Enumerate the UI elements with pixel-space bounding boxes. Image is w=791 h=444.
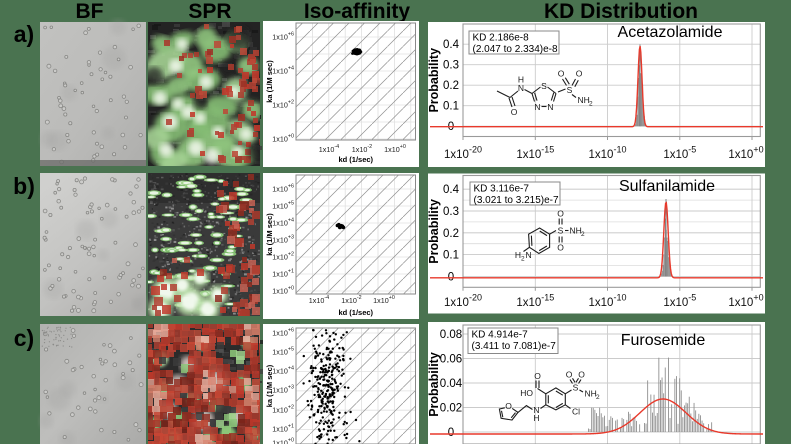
- svg-text:1x10+0: 1x10+0: [272, 438, 294, 444]
- svg-text:1x10+2: 1x10+2: [272, 405, 294, 415]
- svg-text:Cl: Cl: [572, 407, 580, 417]
- svg-text:Iso-affinity: Iso-affinity: [304, 0, 410, 23]
- svg-text:0.4: 0.4: [443, 184, 460, 196]
- svg-text:S: S: [573, 383, 579, 393]
- svg-text:O: O: [558, 69, 565, 79]
- svg-text:N: N: [534, 102, 540, 112]
- svg-text:O: O: [578, 370, 585, 380]
- svg-text:a): a): [14, 21, 34, 47]
- svg-text:(3.021 to 3.215)e-7: (3.021 to 3.215)e-7: [474, 195, 559, 206]
- svg-text:Sulfanilamide: Sulfanilamide: [619, 178, 715, 195]
- svg-text:1x10+0: 1x10+0: [272, 286, 294, 296]
- svg-text:S: S: [541, 81, 547, 91]
- svg-text:KD 2.186e-8: KD 2.186e-8: [473, 33, 530, 44]
- svg-text:0.2: 0.2: [443, 228, 459, 240]
- svg-text:1x10+3: 1x10+3: [272, 385, 294, 395]
- svg-text:O: O: [576, 69, 583, 79]
- svg-text:1x10+1: 1x10+1: [272, 269, 294, 279]
- svg-text:1x10+5: 1x10+5: [272, 201, 294, 211]
- svg-text:ka (1/M sec): ka (1/M sec): [265, 60, 274, 103]
- svg-text:KD 4.914e-7: KD 4.914e-7: [472, 330, 529, 341]
- svg-text:0.08: 0.08: [440, 329, 462, 341]
- svg-text:2: 2: [581, 231, 585, 238]
- svg-text:KD 3.116e-7: KD 3.116e-7: [474, 184, 530, 195]
- svg-text:N: N: [518, 83, 524, 93]
- svg-text:(3.411 to 7.081)e-7: (3.411 to 7.081)e-7: [472, 341, 557, 352]
- svg-text:1x10+0: 1x10+0: [384, 144, 406, 154]
- svg-text:c): c): [14, 325, 34, 351]
- svg-text:1x10+2: 1x10+2: [272, 252, 294, 262]
- svg-text:NH: NH: [585, 389, 597, 399]
- svg-text:O: O: [511, 107, 518, 117]
- svg-text:S: S: [567, 85, 573, 95]
- svg-text:0.04: 0.04: [440, 378, 463, 390]
- svg-text:KD Distribution: KD Distribution: [544, 0, 698, 23]
- svg-text:N: N: [547, 102, 553, 112]
- svg-text:S: S: [558, 226, 564, 236]
- svg-text:N: N: [533, 405, 539, 415]
- svg-text:2: 2: [589, 101, 593, 108]
- svg-text:ka (1/M sec): ka (1/M sec): [265, 213, 274, 256]
- svg-text:1x10-2: 1x10-2: [352, 144, 372, 154]
- svg-text:O: O: [534, 371, 541, 381]
- svg-text:Probability: Probability: [427, 352, 441, 417]
- svg-text:1x10+4: 1x10+4: [272, 366, 294, 376]
- svg-text:NH: NH: [570, 226, 582, 236]
- svg-text:1x10+4: 1x10+4: [272, 66, 294, 76]
- svg-text:HO: HO: [520, 388, 533, 398]
- svg-text:1x10+6: 1x10+6: [272, 32, 294, 42]
- svg-text:(2.047 to 2.334)e-8: (2.047 to 2.334)e-8: [473, 44, 558, 55]
- svg-text:1x10+1: 1x10+1: [272, 424, 294, 434]
- svg-text:2: 2: [521, 256, 525, 263]
- svg-text:0.1: 0.1: [443, 250, 459, 262]
- svg-text:1x10-4: 1x10-4: [319, 144, 339, 154]
- svg-text:N: N: [526, 250, 532, 260]
- svg-text:ka (1/M sec): ka (1/M sec): [265, 364, 274, 407]
- svg-text:kd (1/sec): kd (1/sec): [338, 308, 373, 317]
- svg-text:NH: NH: [578, 95, 590, 105]
- svg-text:kd (1/sec): kd (1/sec): [338, 155, 373, 164]
- svg-text:0.3: 0.3: [443, 60, 459, 72]
- svg-text:0.02: 0.02: [440, 403, 462, 415]
- svg-text:1x10-2: 1x10-2: [341, 295, 361, 305]
- svg-text:0.3: 0.3: [443, 206, 459, 218]
- svg-text:O: O: [557, 243, 564, 253]
- svg-text:1x10-4: 1x10-4: [309, 295, 329, 305]
- svg-text:1x10+2: 1x10+2: [272, 100, 294, 110]
- svg-text:Probability: Probability: [427, 199, 441, 264]
- svg-text:1x10+4: 1x10+4: [272, 218, 294, 228]
- svg-text:H: H: [515, 250, 521, 260]
- svg-text:BF: BF: [76, 0, 104, 23]
- svg-text:1x10-5: 1x10-5: [663, 145, 696, 162]
- svg-text:O: O: [566, 370, 573, 380]
- svg-text:O: O: [505, 401, 512, 411]
- svg-text:1x10-5: 1x10-5: [663, 293, 696, 310]
- svg-text:0.1: 0.1: [443, 101, 459, 113]
- svg-text:H: H: [533, 413, 539, 423]
- svg-text:1x10+0: 1x10+0: [272, 134, 294, 144]
- svg-text:1x10+6: 1x10+6: [272, 184, 294, 194]
- svg-text:Furosemide: Furosemide: [621, 332, 706, 349]
- svg-text:Probability: Probability: [427, 48, 441, 113]
- svg-text:1x10+5: 1x10+5: [272, 347, 294, 357]
- svg-text:1x10+6: 1x10+6: [272, 328, 294, 338]
- svg-text:0.2: 0.2: [443, 80, 459, 92]
- svg-text:SPR: SPR: [188, 0, 231, 23]
- svg-text:1x10+3: 1x10+3: [272, 235, 294, 245]
- svg-text:Acetazolamide: Acetazolamide: [618, 24, 723, 41]
- svg-text:b): b): [13, 173, 35, 199]
- svg-text:0.4: 0.4: [443, 39, 460, 51]
- svg-text:O: O: [557, 209, 564, 219]
- svg-text:2: 2: [596, 394, 600, 401]
- svg-text:0.06: 0.06: [440, 354, 462, 366]
- svg-text:1x10+0: 1x10+0: [373, 295, 395, 305]
- svg-text:H: H: [518, 75, 524, 85]
- svg-text:0: 0: [448, 427, 454, 439]
